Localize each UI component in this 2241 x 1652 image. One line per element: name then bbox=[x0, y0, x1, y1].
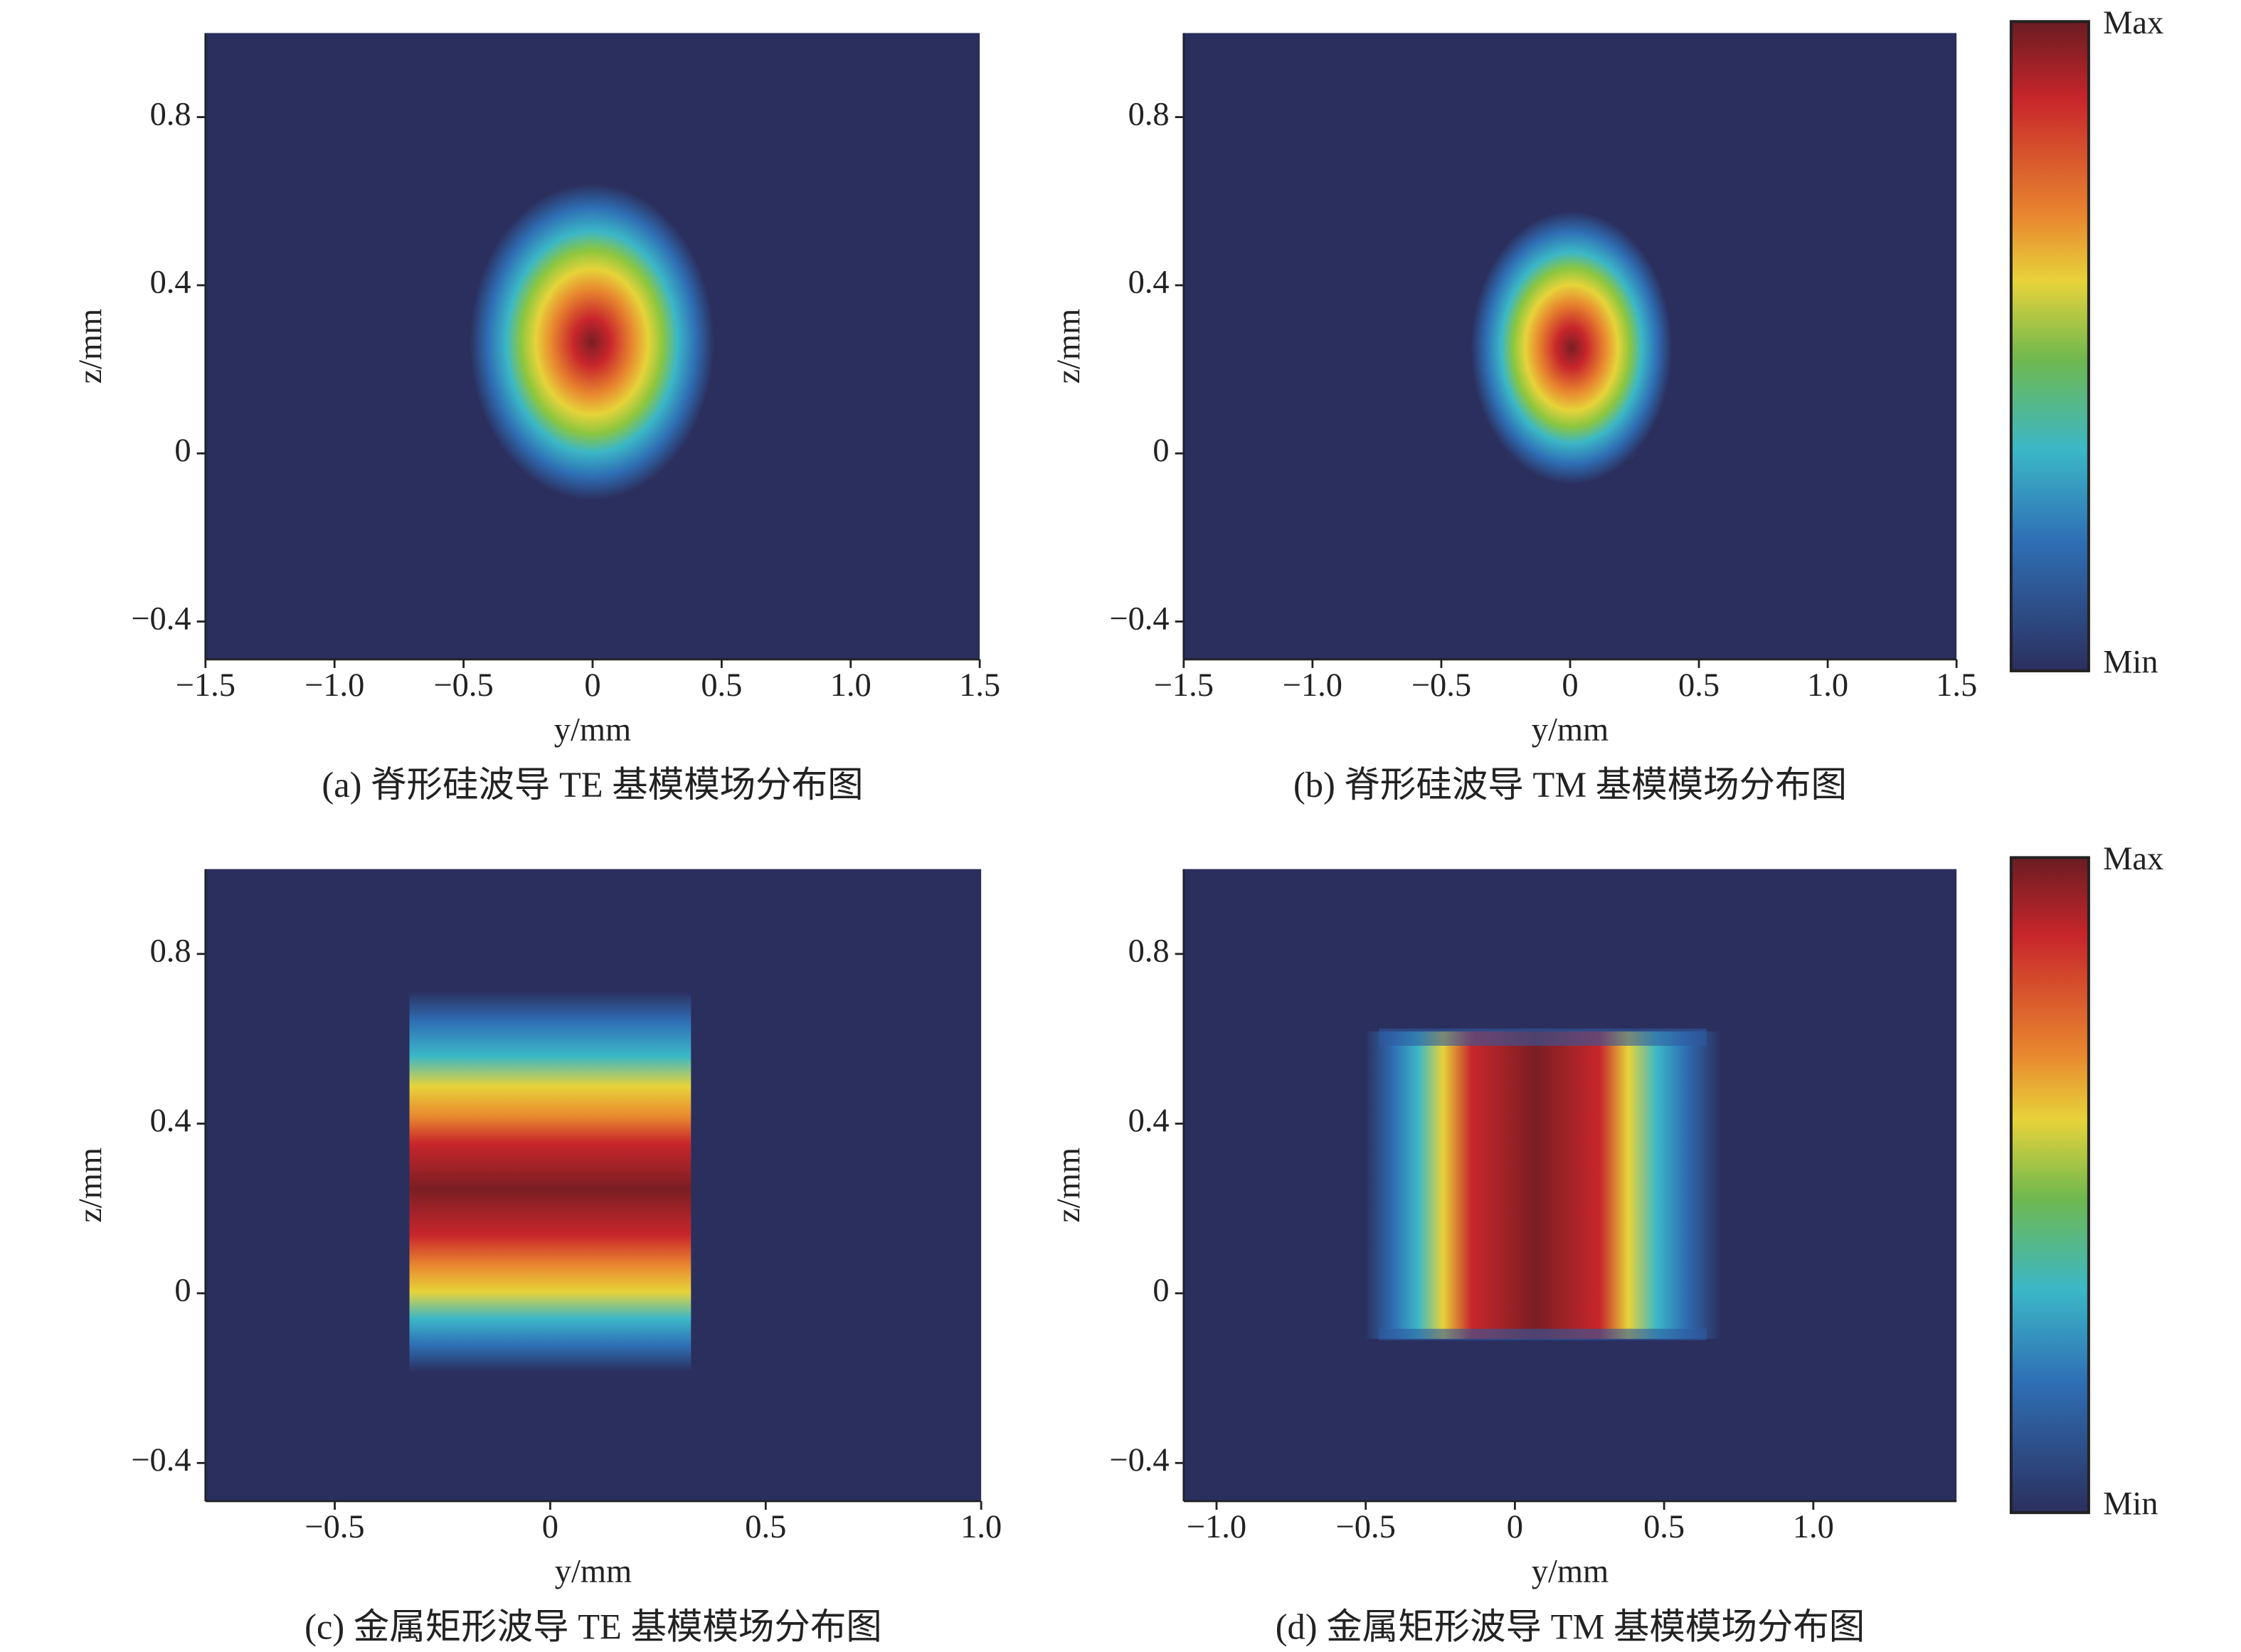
field bbox=[409, 991, 692, 1372]
y-tick-label: 0 bbox=[1153, 433, 1169, 469]
field bbox=[470, 184, 714, 500]
y-tick-label: 0 bbox=[174, 1272, 191, 1308]
x-tick-label: −1.5 bbox=[176, 667, 235, 704]
x-tick-label: 1.5 bbox=[959, 667, 1000, 704]
y-tick-label: 0.4 bbox=[1128, 1103, 1170, 1139]
y-tick-label: −0.4 bbox=[1109, 1442, 1169, 1478]
y-tick-label: 0.8 bbox=[150, 933, 191, 969]
x-tick-label: 0 bbox=[584, 667, 600, 704]
x-tick-label: 0.5 bbox=[1643, 1509, 1685, 1545]
y-axis-label: z/mm bbox=[1051, 1148, 1087, 1223]
y-tick-label: 0.4 bbox=[150, 265, 191, 301]
colorbar-min-label: Min bbox=[2103, 645, 2158, 681]
field bbox=[1379, 1328, 1707, 1340]
caption: (d) 金属矩形波导 TM 基模模场分布图 bbox=[1276, 1606, 1865, 1646]
y-tick-label: 0.8 bbox=[1128, 96, 1170, 132]
y-tick-label: 0.8 bbox=[1128, 933, 1170, 969]
x-tick-label: −1.0 bbox=[1187, 1509, 1246, 1545]
colorbar-max-label: Max bbox=[2103, 841, 2163, 877]
field bbox=[1471, 211, 1673, 485]
y-axis-label: z/mm bbox=[73, 1148, 109, 1223]
x-tick-label: 0.5 bbox=[745, 1509, 786, 1545]
y-tick-label: 0.8 bbox=[150, 96, 191, 132]
field bbox=[1365, 1031, 1721, 1339]
x-axis-label: y/mm bbox=[554, 711, 631, 748]
x-tick-label: 1.0 bbox=[830, 667, 872, 704]
x-tick-label: 0 bbox=[1562, 667, 1578, 704]
x-tick-label: −0.5 bbox=[304, 1509, 364, 1545]
x-tick-label: 0.5 bbox=[1678, 667, 1720, 704]
caption: (b) 脊形硅波导 TM 基模模场分布图 bbox=[1293, 765, 1847, 805]
y-tick-label: 0 bbox=[174, 433, 191, 469]
x-tick-label: −0.5 bbox=[1336, 1509, 1396, 1545]
colorbar-max-label: Max bbox=[2103, 5, 2163, 41]
x-tick-label: −1.0 bbox=[304, 667, 364, 704]
x-tick-label: −0.5 bbox=[433, 667, 493, 704]
y-tick-label: −0.4 bbox=[1109, 600, 1169, 637]
colorbar bbox=[2009, 856, 2090, 1515]
colorbar-min-label: Min bbox=[2103, 1486, 2158, 1523]
y-tick-label: −0.4 bbox=[131, 600, 191, 637]
y-axis-label: z/mm bbox=[1051, 309, 1087, 384]
y-tick-label: 0.4 bbox=[1128, 265, 1170, 301]
caption: (c) 金属矩形波导 TE 基模模场分布图 bbox=[304, 1606, 882, 1646]
y-tick-label: 0.4 bbox=[150, 1103, 191, 1139]
x-tick-label: 1.0 bbox=[960, 1509, 1002, 1545]
x-axis-label: y/mm bbox=[555, 1554, 632, 1590]
x-tick-label: 1.0 bbox=[1793, 1509, 1834, 1545]
x-tick-label: 1.0 bbox=[1807, 667, 1848, 704]
colorbar bbox=[2009, 20, 2090, 672]
x-axis-label: y/mm bbox=[1532, 711, 1609, 748]
y-axis-label: z/mm bbox=[73, 309, 109, 384]
x-tick-label: 0.5 bbox=[701, 667, 742, 704]
x-tick-label: 1.5 bbox=[1936, 667, 1977, 704]
x-tick-label: −1.5 bbox=[1154, 667, 1214, 704]
y-tick-label: 0 bbox=[1153, 1272, 1169, 1308]
x-tick-label: −1.0 bbox=[1283, 667, 1342, 704]
field bbox=[1379, 1028, 1707, 1046]
caption: (a) 脊形硅波导 TE 基模模场分布图 bbox=[322, 765, 863, 805]
x-tick-label: 0 bbox=[542, 1509, 558, 1545]
y-tick-label: −0.4 bbox=[131, 1442, 191, 1478]
x-tick-label: −0.5 bbox=[1411, 667, 1471, 704]
x-axis-label: y/mm bbox=[1532, 1554, 1609, 1590]
x-tick-label: 0 bbox=[1507, 1509, 1523, 1545]
